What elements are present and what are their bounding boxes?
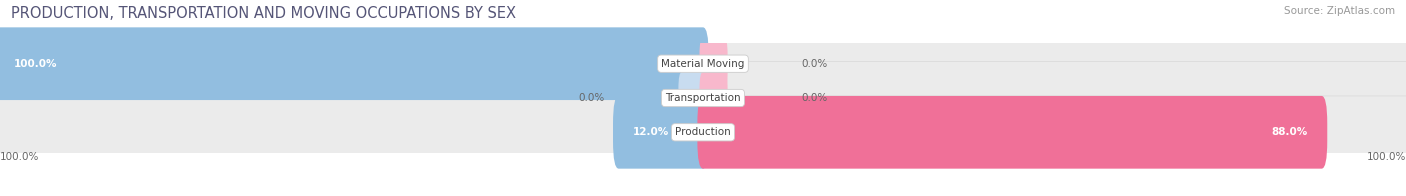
FancyBboxPatch shape xyxy=(697,96,1327,169)
FancyBboxPatch shape xyxy=(697,27,1406,100)
Text: 12.0%: 12.0% xyxy=(633,127,669,137)
Text: Transportation: Transportation xyxy=(665,93,741,103)
FancyBboxPatch shape xyxy=(700,72,728,124)
Text: Source: ZipAtlas.com: Source: ZipAtlas.com xyxy=(1284,6,1395,16)
Text: PRODUCTION, TRANSPORTATION AND MOVING OCCUPATIONS BY SEX: PRODUCTION, TRANSPORTATION AND MOVING OC… xyxy=(11,6,516,21)
FancyBboxPatch shape xyxy=(697,96,1406,169)
FancyBboxPatch shape xyxy=(0,27,709,100)
Text: Material Moving: Material Moving xyxy=(661,59,745,69)
Text: 100.0%: 100.0% xyxy=(1367,152,1406,162)
Text: 0.0%: 0.0% xyxy=(801,93,828,103)
FancyBboxPatch shape xyxy=(0,62,709,134)
FancyBboxPatch shape xyxy=(697,62,1406,134)
Text: 88.0%: 88.0% xyxy=(1271,127,1308,137)
FancyBboxPatch shape xyxy=(0,96,709,169)
Text: Production: Production xyxy=(675,127,731,137)
FancyBboxPatch shape xyxy=(700,38,728,90)
Text: 100.0%: 100.0% xyxy=(0,152,39,162)
FancyBboxPatch shape xyxy=(613,96,709,169)
FancyBboxPatch shape xyxy=(678,72,707,124)
Text: 0.0%: 0.0% xyxy=(801,59,828,69)
FancyBboxPatch shape xyxy=(0,27,709,100)
Text: 100.0%: 100.0% xyxy=(14,59,58,69)
Text: 0.0%: 0.0% xyxy=(578,93,605,103)
